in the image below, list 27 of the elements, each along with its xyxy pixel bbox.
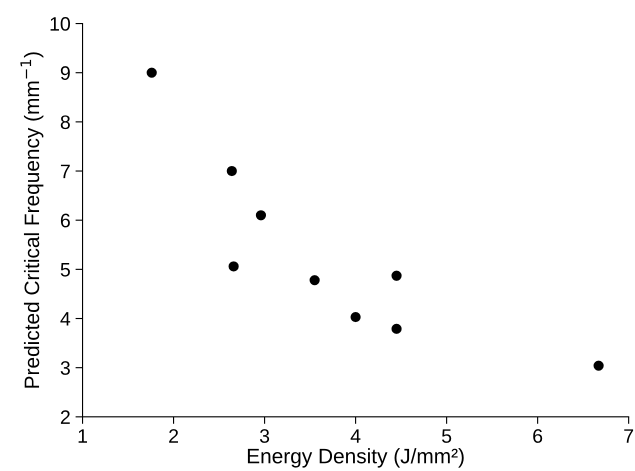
x-tick-label: 4: [350, 429, 360, 443]
point: [226, 166, 237, 176]
x-axis-title: Energy Density (J/mm²): [248, 448, 464, 468]
y-tick-label: 9: [60, 66, 70, 80]
x-tick-label: 3: [260, 429, 270, 443]
y-tick-label: 10: [50, 17, 70, 31]
y-tick-label: 7: [60, 164, 70, 178]
x-tick-label: 6: [533, 429, 542, 443]
point: [391, 270, 402, 281]
y-tick-label: 3: [60, 361, 70, 375]
x-tick-label: 1: [78, 429, 88, 443]
y-tick-label: 6: [60, 214, 70, 228]
y-axis-title: Predicted Critical Frequency (mm$^{−1}$): [20, 52, 44, 388]
x-tick-label: 7: [624, 429, 634, 443]
y-tick-label: 8: [60, 115, 70, 130]
y-tick-label: 2: [60, 410, 70, 424]
x-tick-label: 5: [442, 429, 452, 443]
point: [391, 324, 402, 334]
point: [350, 312, 361, 322]
point: [146, 68, 157, 78]
point: [310, 275, 320, 286]
point: [256, 210, 266, 220]
point: [228, 261, 239, 272]
y-tick-label: 5: [60, 263, 70, 277]
x-tick-label: 2: [169, 429, 178, 443]
y-tick-label: 4: [60, 312, 70, 326]
point: [594, 360, 604, 371]
